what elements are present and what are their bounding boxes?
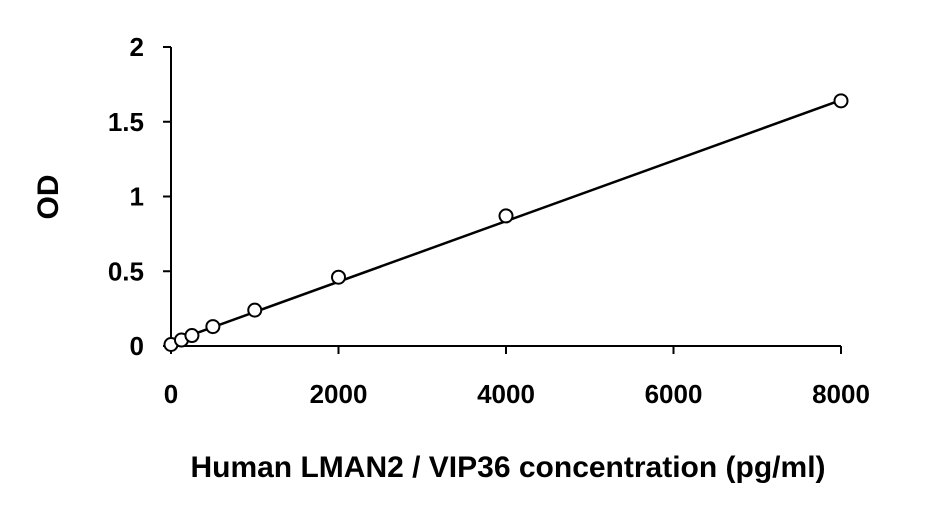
y-tick-label: 0.5 [108, 256, 144, 286]
y-axis-title: OD [32, 175, 65, 220]
x-axis-title: Human LMAN2 / VIP36 concentration (pg/ml… [190, 451, 825, 484]
x-tick-label: 4000 [477, 379, 535, 409]
y-tick-label: 0 [130, 331, 144, 361]
x-tick-label: 6000 [645, 379, 703, 409]
x-tick-label: 0 [164, 379, 178, 409]
y-tick-label: 1 [130, 182, 144, 212]
y-axis-ticks: 0 0.5 1 1.5 2 [108, 32, 171, 361]
data-point [498, 208, 514, 224]
axes [170, 47, 841, 347]
y-tick-label: 2 [130, 32, 144, 62]
data-point [205, 319, 221, 335]
data-point [184, 328, 200, 344]
data-point [331, 269, 346, 285]
x-tick-label: 8000 [812, 379, 870, 409]
data-point [833, 93, 849, 109]
x-axis-ticks: 0 2000 4000 6000 8000 [164, 346, 870, 409]
data-point [247, 302, 263, 318]
y-tick-label: 1.5 [108, 107, 144, 137]
x-tick-label: 2000 [310, 379, 368, 409]
data-points [163, 93, 849, 353]
